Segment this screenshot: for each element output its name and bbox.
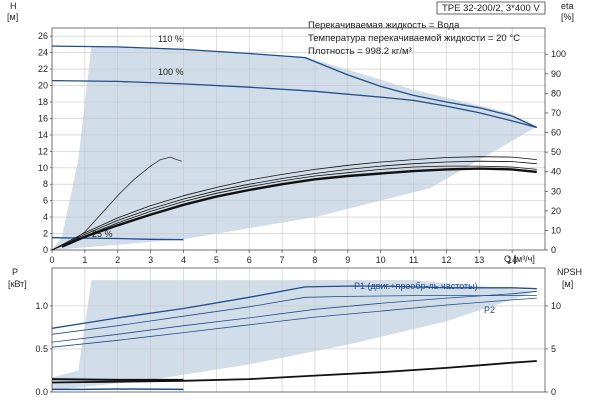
- y-tick-label: 26: [38, 31, 48, 41]
- label-p2: P2: [484, 305, 495, 315]
- operating-area: [52, 46, 537, 250]
- y-tick-label: 6: [43, 196, 48, 206]
- y2-tick-label: 0: [551, 387, 556, 397]
- x-tick-label: 4: [181, 255, 186, 265]
- npsh-axis-unit: [м]: [562, 279, 573, 289]
- series-line-P2-110: [51, 295, 537, 335]
- series-line-P2-100: [51, 297, 537, 348]
- x-tick-label: 8: [312, 255, 317, 265]
- info-line-density: Плотность = 998.2 кг/м³: [308, 46, 412, 57]
- series-line-eta-100: [51, 160, 537, 251]
- x-tick-label: 11: [409, 255, 418, 265]
- series-line-P1-25: [51, 378, 184, 381]
- y-tick-label: 24: [38, 48, 48, 58]
- series-line-eta-100b: [51, 165, 537, 251]
- y-tick-label: 16: [38, 113, 48, 123]
- x-tick-label: 0: [49, 255, 54, 265]
- head-panel: 0246810121416182022242601020304050607080…: [38, 27, 566, 265]
- y2-axis-unit: [%]: [561, 12, 574, 22]
- series-line-head: [51, 45, 538, 129]
- y2-tick-label: 100: [551, 49, 566, 59]
- label-25-percent: 25 %: [92, 229, 113, 239]
- x-tick-label: 14: [507, 255, 517, 265]
- head-operating-region: [52, 46, 537, 250]
- y2-tick-label: 10: [551, 225, 561, 235]
- y2-tick-label: 40: [551, 167, 561, 177]
- series-line-P1-100: [51, 290, 537, 343]
- x-tick-label: 2: [115, 255, 120, 265]
- power-tick-labels: 0.0 0.5 1.0 0 5 10: [35, 301, 561, 397]
- label-100-percent: 100 %: [158, 67, 184, 77]
- series-line-eta-thick: [61, 167, 537, 248]
- y-tick-label: 14: [38, 130, 48, 140]
- plot-frame: [51, 27, 546, 251]
- npsh-axis-label: NPSH: [557, 267, 582, 277]
- head-grid: [51, 27, 546, 251]
- y-tick-label: 10: [38, 163, 48, 173]
- y-axis-label: H: [10, 1, 17, 11]
- y-tick-label: 20: [38, 81, 48, 91]
- power-curves: [51, 285, 537, 391]
- info-line-temperature: Температура перекачиваемой жидкости = 20…: [308, 33, 520, 44]
- y-tick-label: 0.5: [35, 344, 48, 354]
- series-line-NPSH: [51, 360, 537, 384]
- x-tick-label: 5: [214, 255, 219, 265]
- y2-tick-label: 5: [551, 344, 556, 354]
- series-line-head: [51, 237, 184, 241]
- y2-axis-label: eta: [561, 1, 574, 11]
- label-110-percent: 110 %: [158, 34, 183, 44]
- series-line-P1-110: [51, 285, 537, 329]
- y2-tick-label: 90: [551, 69, 561, 79]
- x-tick-label: 13: [474, 255, 484, 265]
- y2-tick-label: 80: [551, 88, 561, 98]
- y-tick-label: 12: [38, 146, 48, 156]
- info-line-fluid: Перекачиваемая жидкость = Вода: [308, 20, 460, 31]
- model-title: TPE 32-200/2, 3*400 V: [442, 3, 540, 14]
- series-line-eta-110: [51, 156, 537, 251]
- series-line-eta-25: [68, 156, 182, 244]
- head-tick-labels: 0246810121416182022242601020304050607080…: [38, 31, 566, 265]
- x-tick-label: 9: [345, 255, 350, 265]
- power-panel: 0.0 0.5 1.0 0 5 10: [35, 267, 561, 397]
- y2-tick-label: 60: [551, 128, 561, 138]
- y2-tick-label: 50: [551, 147, 561, 157]
- series-line-head: [51, 79, 537, 129]
- y2-tick-label: 0: [551, 245, 556, 255]
- y2-tick-label: 10: [551, 301, 561, 311]
- x-tick-label: 7: [280, 255, 285, 265]
- x-tick-label: 10: [376, 255, 386, 265]
- y2-tick-label: 20: [551, 206, 561, 216]
- y-tick-label: 4: [43, 212, 48, 222]
- power-axis-unit: [кВт]: [8, 279, 27, 289]
- y-tick-label: 0: [43, 245, 48, 255]
- y2-tick-label: 30: [551, 186, 561, 196]
- power-axis-label: P: [12, 267, 18, 277]
- y2-tick-label: 70: [551, 108, 561, 118]
- plot-frame: [51, 267, 546, 393]
- x-tick-label: 3: [148, 255, 153, 265]
- x-tick-label: 12: [441, 255, 451, 265]
- y-tick-label: 18: [38, 97, 48, 107]
- y-axis-unit: [м]: [7, 12, 18, 22]
- y-tick-label: 2: [43, 229, 48, 239]
- y-tick-label: 1.0: [35, 301, 48, 311]
- y-tick-label: 8: [43, 179, 48, 189]
- y-tick-label: 22: [38, 64, 48, 74]
- x-tick-label: 6: [247, 255, 252, 265]
- label-p1: P1 (двиг.+преобр-ль частоты): [354, 281, 478, 291]
- y-tick-label: 0.0: [35, 387, 48, 397]
- power-grid: [51, 267, 546, 393]
- model-box: [436, 1, 546, 15]
- x-axis-label: Q [м³/ч]: [504, 254, 535, 264]
- x-tick-label: 1: [82, 255, 87, 265]
- head-curves: [51, 45, 538, 251]
